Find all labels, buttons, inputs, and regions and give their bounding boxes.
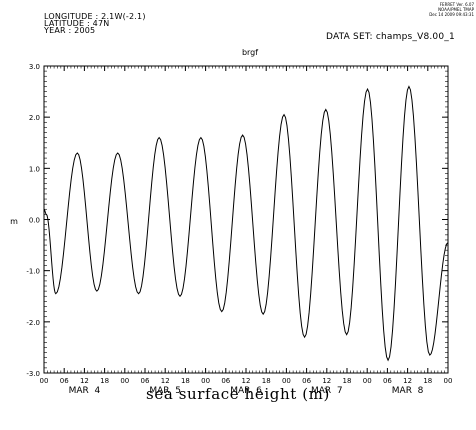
chart-caption: sea surface height (m) bbox=[146, 385, 330, 403]
x-hour-label: 06 bbox=[221, 377, 230, 385]
x-hour-label: 00 bbox=[120, 377, 129, 385]
chart-title: brgf bbox=[242, 48, 258, 57]
x-hour-label: 06 bbox=[302, 377, 311, 385]
y-tick-label: 0.0 bbox=[29, 217, 40, 225]
y-tick-label: -1.0 bbox=[26, 268, 40, 276]
x-day-label: MAR 6 bbox=[230, 386, 262, 396]
x-hour-label: 12 bbox=[322, 377, 331, 385]
x-day-label: MAR 7 bbox=[311, 386, 343, 396]
latitude-label: LATITUDE : 47N bbox=[44, 19, 110, 28]
y-axis-label: m bbox=[10, 217, 18, 226]
ferret-line-1: FERRET Ver. 6.07 bbox=[439, 2, 474, 7]
x-hour-label: 18 bbox=[181, 377, 190, 385]
y-tick-label: 2.0 bbox=[29, 114, 40, 122]
x-day-label: MAR 8 bbox=[392, 386, 424, 396]
x-day-label: MAR 5 bbox=[149, 386, 181, 396]
x-hour-label: 12 bbox=[242, 377, 251, 385]
y-tick-label: 3.0 bbox=[29, 63, 40, 71]
x-hour-label: 12 bbox=[403, 377, 412, 385]
x-hour-label: 00 bbox=[444, 377, 453, 385]
y-tick-label: -3.0 bbox=[26, 370, 40, 378]
x-hour-label: 12 bbox=[161, 377, 170, 385]
dataset-label: DATA SET: champs_V8.00_1 bbox=[326, 32, 455, 42]
series-line bbox=[43, 85, 449, 362]
ferret-line-2: NOAA/PMEL TMAP bbox=[438, 7, 474, 12]
plot-frame bbox=[43, 65, 449, 374]
x-hour-label: 06 bbox=[383, 377, 392, 385]
x-hour-label: 00 bbox=[282, 377, 291, 385]
x-hour-label: 18 bbox=[262, 377, 271, 385]
y-tick-label: -2.0 bbox=[26, 319, 40, 327]
x-hour-label: 00 bbox=[40, 377, 49, 385]
ferret-line-3: Dec 14 2009 09:43:31 bbox=[429, 12, 474, 17]
x-day-label: MAR 4 bbox=[69, 386, 101, 396]
x-hour-label: 18 bbox=[100, 377, 109, 385]
y-tick-label: 1.0 bbox=[29, 165, 40, 173]
x-hour-label: 06 bbox=[60, 377, 69, 385]
x-hour-label: 06 bbox=[141, 377, 150, 385]
longitude-label: LONGITUDE : 2.1W(-2.1) bbox=[44, 12, 146, 21]
x-hour-label: 18 bbox=[423, 377, 432, 385]
x-hour-label: 12 bbox=[80, 377, 89, 385]
year-label: YEAR : 2005 bbox=[44, 26, 96, 35]
x-hour-label: 18 bbox=[343, 377, 352, 385]
x-hour-label: 00 bbox=[363, 377, 372, 385]
x-hour-label: 00 bbox=[201, 377, 210, 385]
